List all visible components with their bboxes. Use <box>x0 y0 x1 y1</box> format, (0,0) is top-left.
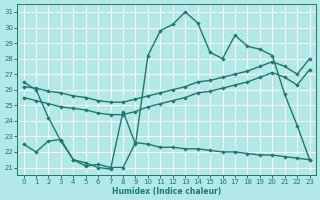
X-axis label: Humidex (Indice chaleur): Humidex (Indice chaleur) <box>112 187 221 196</box>
